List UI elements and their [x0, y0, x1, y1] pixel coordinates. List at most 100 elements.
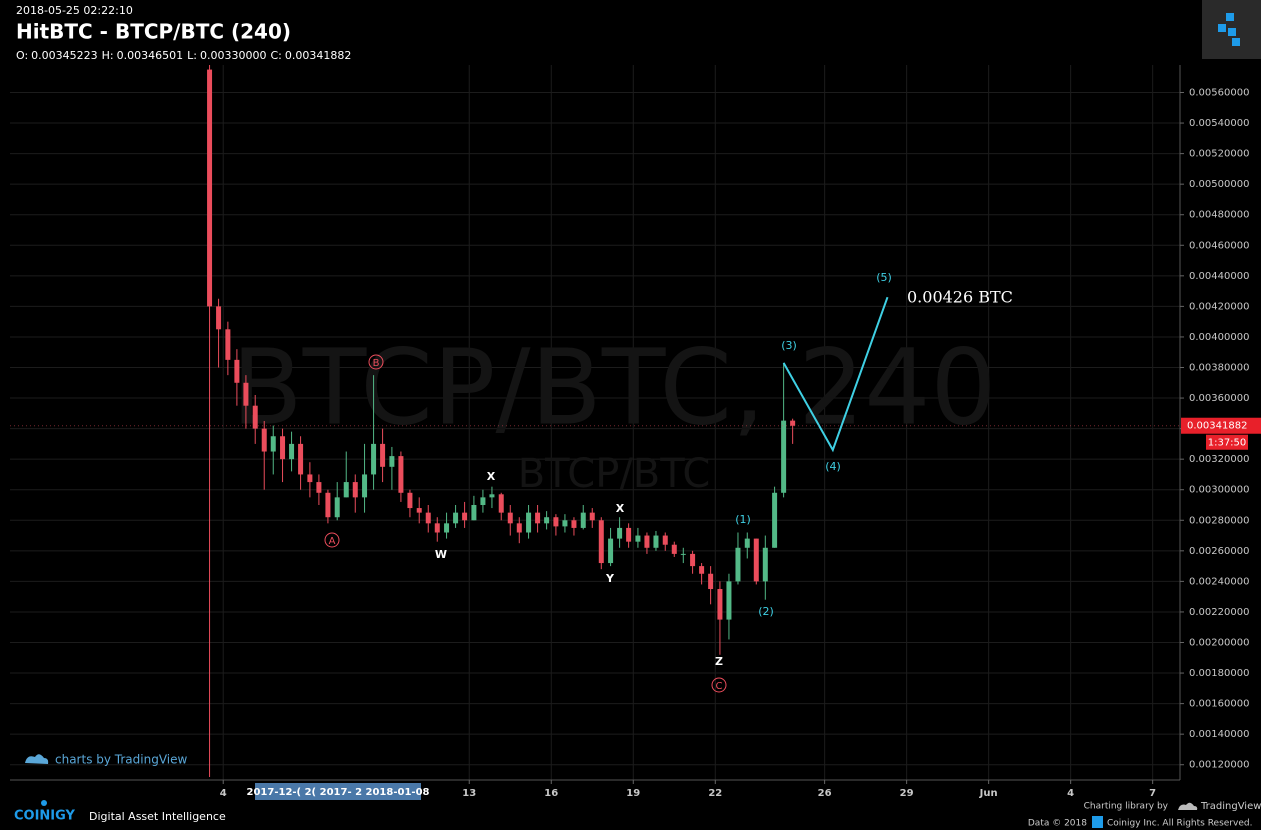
- candle-body: [261, 428, 267, 452]
- candle-body: [526, 512, 532, 533]
- candle-body: [653, 535, 659, 548]
- candle-body: [280, 436, 286, 460]
- y-tick-label: 0.00140000: [1189, 729, 1249, 740]
- wave-circle: [324, 532, 340, 548]
- data-note: Data © 2018: [1028, 819, 1087, 829]
- candle-body: [307, 474, 313, 483]
- candle-body: [553, 517, 559, 527]
- wave-label: Z: [715, 655, 723, 668]
- candle-body: [708, 573, 714, 590]
- y-tick-label: 0.00500000: [1189, 179, 1249, 190]
- wave-label: (2): [758, 605, 774, 618]
- wave-label: (5): [876, 271, 892, 284]
- x-tick-label: 4: [1067, 788, 1074, 799]
- watermark: BTCP/BTC, 240: [231, 326, 996, 448]
- candle-body: [252, 405, 258, 429]
- candle-body: [334, 497, 340, 518]
- candle-body: [671, 544, 677, 554]
- candle-body: [699, 566, 705, 574]
- wave-circle: [368, 354, 384, 370]
- candle-body: [343, 482, 349, 498]
- tagline: Digital Asset Intelligence: [89, 810, 226, 823]
- candle-body: [216, 306, 222, 330]
- candle-body: [544, 517, 550, 524]
- library-note: Charting library by: [1084, 802, 1169, 812]
- candle-body: [362, 474, 368, 498]
- grid: [10, 65, 1180, 780]
- ohlc-key: H:: [102, 49, 114, 62]
- candle-body: [662, 535, 668, 545]
- candle-body: [325, 492, 331, 518]
- wave-circle: [711, 677, 727, 693]
- candle-body: [744, 538, 750, 548]
- x-highlight-box: [255, 783, 421, 800]
- candle-body: [425, 512, 431, 524]
- candle-body: [352, 482, 358, 498]
- x-tick-label: 29: [900, 788, 914, 799]
- y-tick-label: 0.00120000: [1189, 760, 1249, 771]
- x-tick-label: 13: [462, 788, 476, 799]
- brand: COINIGY: [14, 809, 76, 824]
- coinigy-icon: [1092, 816, 1103, 828]
- x-highlight-label: 2017-12-( 2( 2017- 2 2018-01-08: [247, 787, 430, 798]
- candle-body: [234, 359, 240, 383]
- candle-body: [398, 456, 404, 493]
- candle-body: [371, 443, 377, 475]
- candle-body: [735, 547, 741, 582]
- y-tick-label: 0.00320000: [1189, 454, 1249, 465]
- candle-body: [434, 523, 440, 533]
- candle-body: [471, 505, 477, 521]
- x-tick-label: 16: [544, 788, 558, 799]
- projection-line: [782, 296, 889, 453]
- candle-body: [598, 520, 604, 564]
- wave-label: (1): [735, 513, 751, 526]
- ohlc-value: 0.00330000: [200, 49, 266, 62]
- y-tick-label: 0.00540000: [1189, 118, 1249, 129]
- y-tick-label: 0.00360000: [1189, 393, 1249, 404]
- candle-body: [635, 535, 641, 542]
- candles: [207, 65, 796, 777]
- candle-body: [489, 494, 495, 498]
- candle-body: [535, 512, 541, 524]
- y-tick-label: 0.00280000: [1189, 515, 1249, 526]
- y-tick-label: 0.00160000: [1189, 699, 1249, 710]
- ohlc-value: 0.00346501: [117, 49, 183, 62]
- tv-badge[interactable]: charts by TradingView: [55, 753, 187, 767]
- countdown: 1:37:50: [1208, 438, 1247, 449]
- y-tick-label: 0.00220000: [1189, 607, 1249, 618]
- projection-label: 0.00426 BTC: [907, 288, 1013, 307]
- wave-label: W: [435, 548, 447, 561]
- candle-body: [316, 482, 322, 493]
- candle-body: [289, 443, 295, 460]
- candle-body: [790, 420, 796, 426]
- x-tick-label: 19: [626, 788, 640, 799]
- rights: Coinigy Inc. All Rights Reserved.: [1107, 819, 1252, 829]
- ohlc-value: 0.00345223: [31, 49, 97, 62]
- countdown-box: [1206, 434, 1248, 450]
- candle-body: [389, 456, 395, 467]
- wave-label: C: [716, 681, 723, 692]
- candle-body: [753, 538, 759, 582]
- candle-body: [407, 492, 413, 509]
- wave-label: (3): [781, 339, 797, 352]
- timestamp: 2018-05-25 02:22:10: [16, 4, 133, 17]
- y-tick-label: 0.00300000: [1189, 485, 1249, 496]
- candle-body: [617, 527, 623, 539]
- ohlc-header: O: 0.00345223 H: 0.00346501 L: 0.00330000 C: 0.…: [16, 49, 351, 62]
- x-tick-label: 22: [708, 788, 722, 799]
- ohlc-value: 0.00341882: [285, 49, 351, 62]
- wave-label: X: [487, 470, 496, 483]
- y-tick-label: 0.00400000: [1189, 332, 1249, 343]
- candle-body: [717, 589, 723, 620]
- wave-label: (4): [825, 460, 841, 473]
- y-tick-label: 0.00260000: [1189, 546, 1249, 557]
- x-tick-label: 7: [1149, 788, 1156, 799]
- candle-body: [562, 520, 568, 527]
- y-tick-label: 0.00460000: [1189, 240, 1249, 251]
- candle-body: [380, 443, 386, 467]
- y-tick-label: 0.00180000: [1189, 668, 1249, 679]
- candle-body: [516, 523, 522, 533]
- wave-label: A: [329, 536, 336, 547]
- candle-body: [690, 553, 696, 567]
